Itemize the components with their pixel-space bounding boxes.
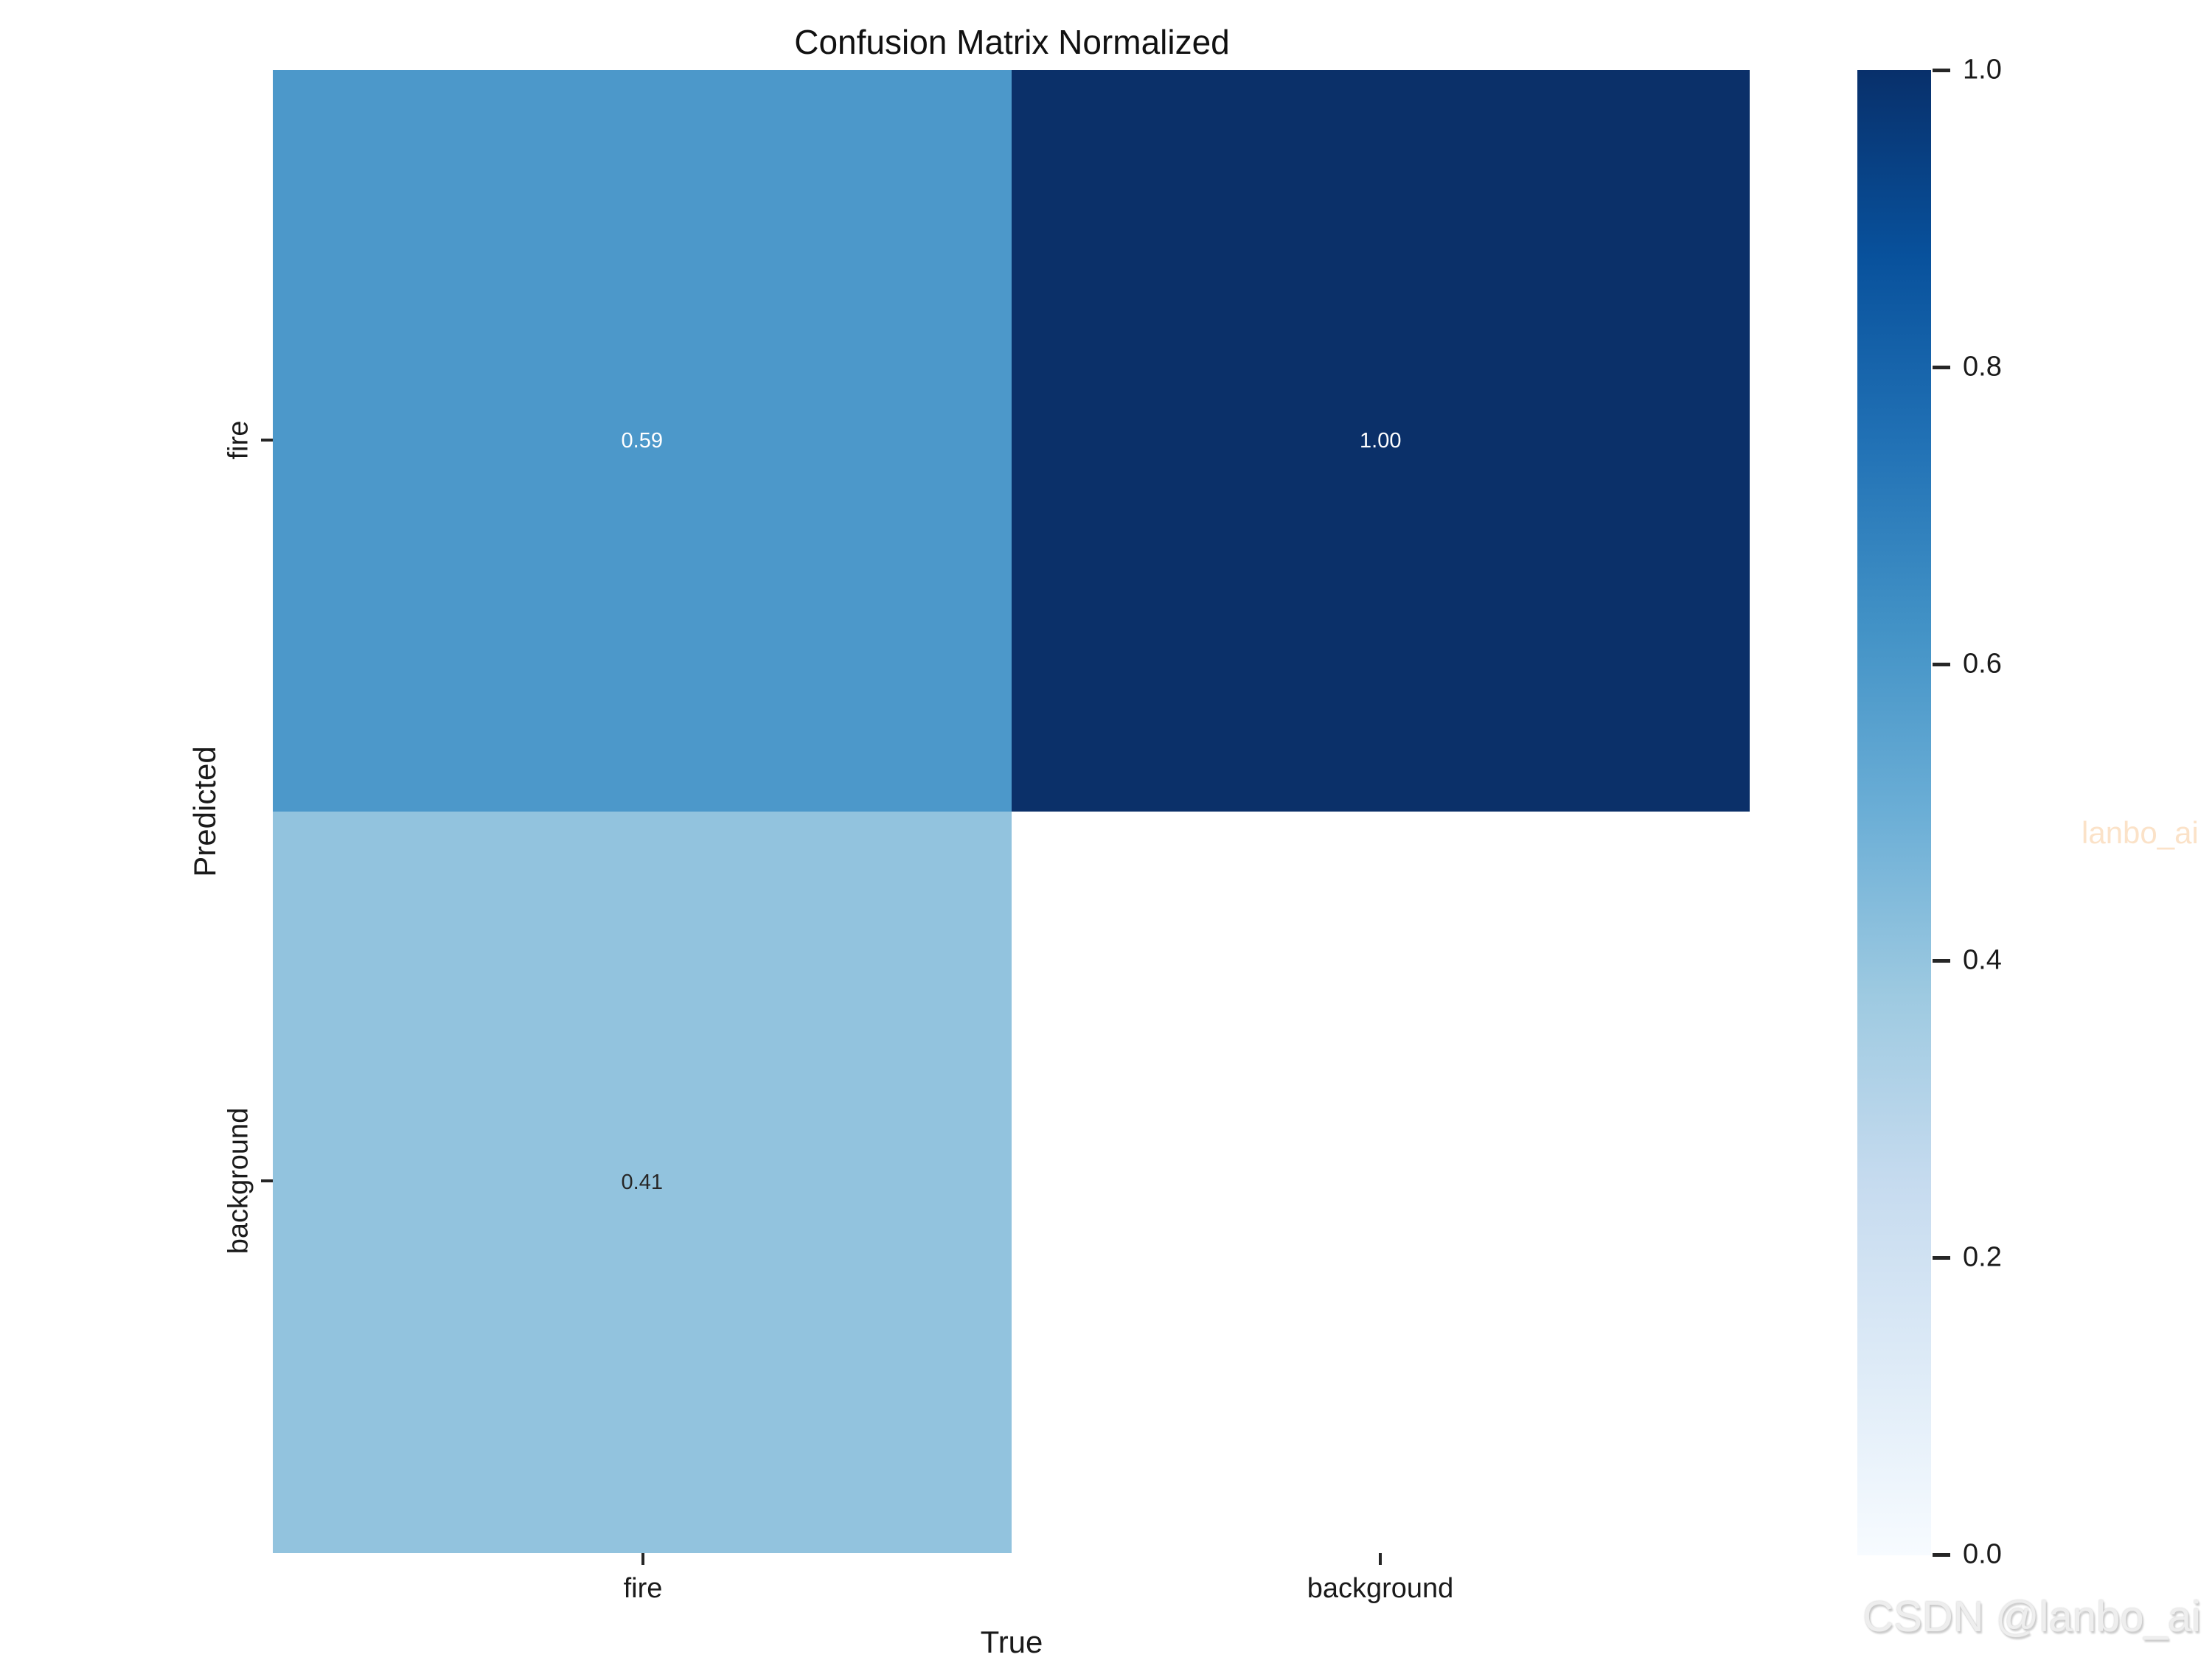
cell-pred-background-true-background — [1011, 812, 1750, 1553]
confusion-matrix-heatmap: 0.59 1.00 0.41 — [273, 70, 1750, 1553]
y-axis-label: Predicted — [187, 746, 222, 877]
cell-value: 0.41 — [621, 1170, 663, 1194]
x-tick-mark-fire — [641, 1553, 644, 1565]
chart-title: Confusion Matrix Normalized — [794, 23, 1230, 61]
cell-value: 1.00 — [1360, 428, 1402, 453]
colorbar-tick-label: 0.6 — [1963, 648, 2002, 680]
colorbar-tick — [1933, 1553, 1950, 1557]
y-tick-label-background: background — [223, 1107, 254, 1255]
cell-pred-fire-true-fire: 0.59 — [273, 70, 1012, 812]
y-tick-mark-background — [261, 1179, 273, 1182]
watermark-csdn: CSDN @lanbo_ai — [1863, 1593, 2201, 1641]
y-tick-mark-fire — [261, 439, 273, 442]
colorbar-tick-label: 1.0 — [1963, 54, 2002, 86]
x-tick-mark-background — [1379, 1553, 1382, 1565]
colorbar-tick — [1933, 663, 1950, 666]
colorbar-tick — [1933, 959, 1950, 963]
colorbar-tick-label: 0.4 — [1963, 944, 2002, 976]
colorbar-tick-label: 0.0 — [1963, 1538, 2002, 1570]
x-tick-label-background: background — [1307, 1573, 1454, 1604]
colorbar-tick — [1933, 1256, 1950, 1260]
x-tick-label-fire: fire — [623, 1573, 663, 1604]
cell-pred-background-true-fire: 0.41 — [273, 812, 1012, 1553]
colorbar-tick-label: 0.2 — [1963, 1241, 2002, 1273]
x-axis-label: True — [980, 1625, 1043, 1659]
watermark-lanbo-ai: lanbo_ai — [2081, 815, 2199, 850]
colorbar — [1857, 70, 1931, 1555]
cell-value: 0.59 — [621, 428, 663, 453]
y-tick-label-fire: fire — [223, 420, 254, 460]
colorbar-tick — [1933, 366, 1950, 369]
colorbar-tick-label: 0.8 — [1963, 351, 2002, 383]
cell-pred-fire-true-background: 1.00 — [1011, 70, 1750, 812]
colorbar-tick — [1933, 69, 1950, 72]
